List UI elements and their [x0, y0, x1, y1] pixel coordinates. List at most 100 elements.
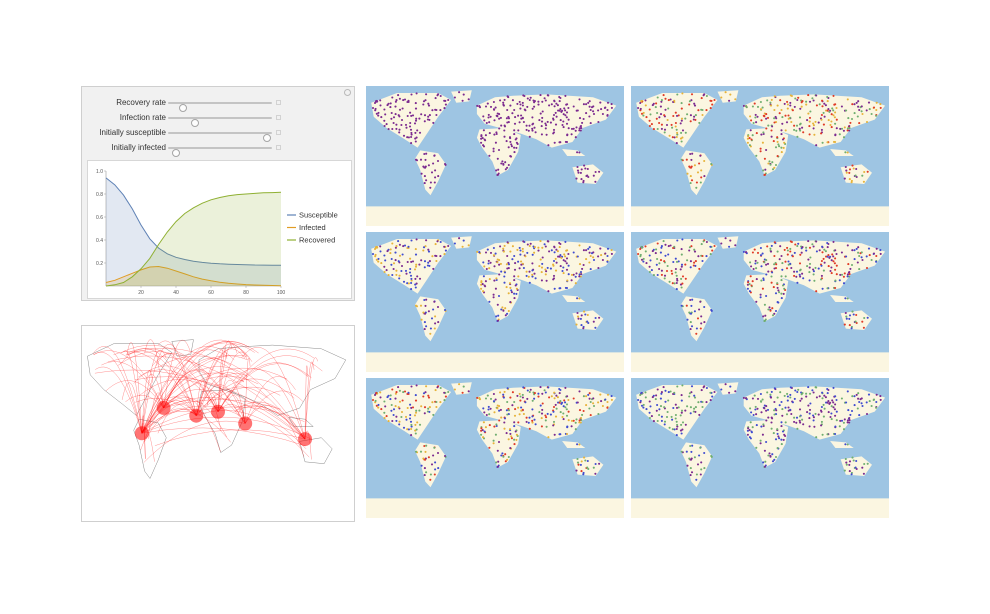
- airport-dot: [558, 246, 561, 249]
- airport-dot: [433, 300, 436, 303]
- airport-dot: [410, 434, 413, 437]
- airport-dot: [674, 417, 677, 420]
- airport-dot: [517, 406, 520, 409]
- airport-dot: [529, 96, 532, 99]
- airport-dot: [780, 151, 783, 154]
- airport-dot: [483, 138, 486, 141]
- airport-dot: [767, 454, 770, 457]
- airport-dot: [576, 165, 579, 169]
- slider-thumb-recovery-rate[interactable]: [178, 104, 187, 112]
- airport-dot: [492, 147, 495, 150]
- expand-icon[interactable]: [276, 115, 281, 120]
- airport-dot: [875, 400, 878, 404]
- airport-dot: [509, 396, 512, 399]
- airport-dot: [848, 317, 851, 320]
- slider-track-initially-infected[interactable]: [168, 147, 272, 157]
- airport-dot: [702, 386, 705, 389]
- airport-dot: [606, 400, 609, 404]
- airport-dot: [857, 100, 860, 103]
- airport-dot: [821, 105, 824, 108]
- slider-track-initially-susceptible[interactable]: [168, 132, 272, 142]
- airport-dot: [875, 101, 878, 104]
- airport-dot: [688, 103, 691, 106]
- airport-dot: [695, 332, 698, 335]
- airport-dot: [835, 252, 838, 256]
- airport-dot: [566, 395, 569, 398]
- slider-track-recovery-rate[interactable]: [168, 102, 272, 112]
- airport-dot: [852, 459, 855, 462]
- airport-dot: [435, 254, 438, 258]
- airport-dot: [394, 251, 397, 254]
- airport-dot: [566, 133, 569, 136]
- airport-dot: [639, 399, 642, 402]
- airport-dot: [576, 311, 579, 315]
- landmass: [717, 236, 739, 249]
- airport-dot: [802, 131, 805, 134]
- airport-dot: [409, 121, 412, 125]
- expand-icon[interactable]: [276, 100, 281, 105]
- airport-dot: [583, 164, 586, 167]
- airport-dot: [373, 101, 377, 105]
- airport-dot: [375, 99, 378, 102]
- slider-thumb-infection-rate[interactable]: [191, 119, 200, 127]
- airport-dot: [494, 106, 497, 109]
- airport-dot: [771, 168, 775, 171]
- airport-dot: [826, 246, 829, 249]
- airport-dot: [429, 181, 432, 184]
- airport-dot: [601, 258, 604, 262]
- airport-dot: [789, 101, 792, 104]
- airport-dot: [673, 391, 676, 394]
- flight-route: [141, 427, 306, 447]
- airport-dot: [402, 99, 405, 102]
- airport-dot: [394, 105, 397, 108]
- airport-dot: [667, 99, 670, 102]
- airport-dot: [423, 406, 427, 409]
- airport-dot: [808, 116, 812, 119]
- airport-dot: [444, 395, 447, 398]
- airport-dot: [599, 101, 602, 104]
- close-icon[interactable]: [344, 89, 351, 96]
- flight-route: [304, 365, 308, 440]
- slider-thumb-initially-susceptible[interactable]: [262, 134, 271, 142]
- airport-dot: [789, 396, 792, 399]
- airport-dot: [694, 114, 697, 117]
- airport-dot: [782, 438, 785, 441]
- airport-dot: [834, 395, 837, 398]
- landmass: [840, 456, 872, 476]
- airport-dot: [424, 245, 427, 248]
- airport-dot: [834, 249, 837, 252]
- airport-dot: [579, 421, 582, 424]
- x-tick-label: 40: [173, 290, 179, 296]
- airport-dot: [394, 246, 397, 249]
- airport-dot: [640, 391, 643, 394]
- airport-dot: [494, 398, 497, 401]
- airport-dot: [839, 419, 842, 422]
- airport-dot: [570, 133, 573, 136]
- airport-dot: [853, 404, 856, 407]
- airport-dot: [689, 406, 692, 409]
- series-line-susceptible: [105, 177, 282, 266]
- expand-icon[interactable]: [276, 145, 281, 150]
- airport-dot: [517, 114, 520, 117]
- airport-dot: [606, 393, 610, 396]
- airport-dot: [660, 419, 663, 422]
- airport-dot: [749, 129, 752, 132]
- slider-thumb-initially-infected[interactable]: [172, 149, 181, 157]
- airport-dot: [606, 101, 610, 104]
- slider-track-infection-rate[interactable]: [168, 117, 272, 127]
- airport-dot: [443, 99, 446, 102]
- airport-dot: [807, 94, 810, 97]
- airport-dot: [820, 410, 823, 413]
- airport-dot: [728, 99, 731, 102]
- airport-dot: [658, 413, 661, 417]
- airport-dot: [842, 136, 846, 139]
- airport-dot: [410, 385, 413, 388]
- airport-dot: [692, 118, 695, 121]
- expand-icon[interactable]: [276, 130, 281, 135]
- airport-dot: [832, 401, 835, 404]
- airport-dot: [773, 409, 776, 412]
- airport-dot: [759, 392, 762, 396]
- airport-dot: [850, 409, 854, 413]
- airport-dot: [419, 304, 423, 307]
- flight-route: [135, 398, 197, 416]
